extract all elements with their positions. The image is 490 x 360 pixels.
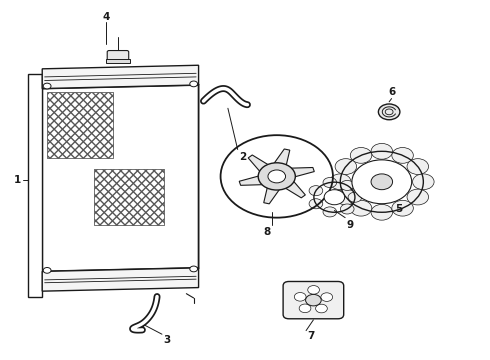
Circle shape: [350, 200, 372, 216]
FancyBboxPatch shape: [107, 50, 129, 61]
FancyBboxPatch shape: [283, 282, 343, 319]
Circle shape: [335, 189, 357, 205]
Circle shape: [309, 199, 323, 209]
Circle shape: [294, 293, 306, 301]
Polygon shape: [278, 167, 314, 179]
Bar: [47, 92, 113, 158]
Text: 1: 1: [14, 175, 22, 185]
Circle shape: [316, 304, 327, 313]
Circle shape: [306, 294, 321, 306]
Text: 9: 9: [346, 220, 354, 230]
Polygon shape: [42, 268, 198, 291]
Text: 3: 3: [163, 334, 171, 345]
Circle shape: [43, 83, 51, 89]
Text: 4: 4: [102, 12, 109, 22]
Circle shape: [413, 174, 434, 190]
Polygon shape: [268, 149, 290, 173]
Circle shape: [341, 180, 354, 190]
Polygon shape: [42, 65, 198, 89]
Circle shape: [348, 192, 362, 202]
Circle shape: [323, 207, 337, 217]
Circle shape: [392, 148, 414, 163]
Circle shape: [371, 204, 392, 220]
Circle shape: [299, 304, 311, 312]
Text: 8: 8: [263, 227, 270, 237]
Circle shape: [308, 285, 319, 294]
Circle shape: [190, 81, 197, 87]
Circle shape: [371, 174, 392, 190]
Circle shape: [330, 174, 351, 190]
Bar: [47, 92, 113, 158]
Text: 5: 5: [395, 204, 403, 214]
Bar: [106, 59, 130, 63]
Polygon shape: [278, 173, 305, 198]
Circle shape: [407, 159, 429, 175]
Text: 7: 7: [307, 331, 315, 341]
Circle shape: [350, 148, 372, 163]
Bar: [94, 169, 164, 225]
Circle shape: [324, 190, 344, 205]
Polygon shape: [42, 85, 198, 271]
Circle shape: [335, 159, 357, 175]
Polygon shape: [248, 155, 276, 180]
Circle shape: [323, 177, 337, 188]
Circle shape: [371, 143, 392, 159]
Circle shape: [321, 293, 333, 301]
Circle shape: [43, 267, 51, 273]
Text: 2: 2: [239, 152, 246, 162]
Polygon shape: [264, 180, 286, 204]
Text: 6: 6: [388, 87, 395, 97]
Circle shape: [407, 189, 429, 205]
Circle shape: [352, 160, 412, 204]
Circle shape: [309, 186, 323, 196]
Bar: [94, 169, 164, 225]
Polygon shape: [239, 174, 276, 185]
Circle shape: [392, 200, 414, 216]
Circle shape: [258, 163, 295, 190]
Circle shape: [378, 104, 400, 120]
Polygon shape: [27, 74, 42, 297]
Circle shape: [341, 204, 354, 214]
Circle shape: [190, 266, 197, 272]
Circle shape: [268, 170, 286, 183]
